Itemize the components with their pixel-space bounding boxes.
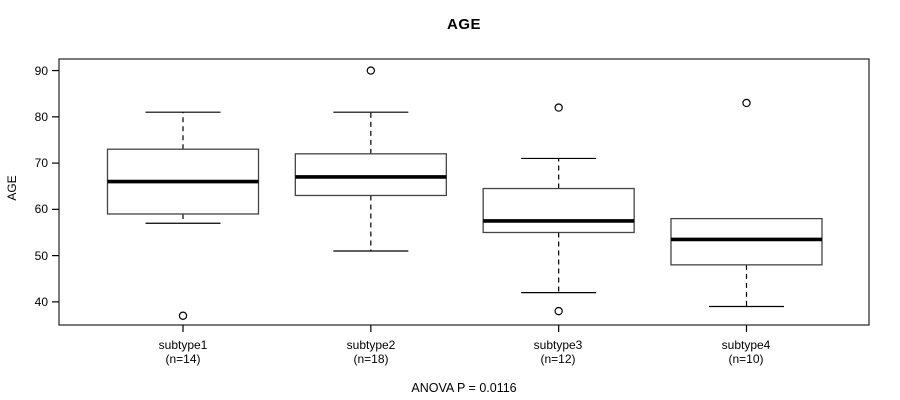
- iqr-box-subtype3: [482, 187, 635, 234]
- category-name: subtype4: [721, 338, 771, 352]
- y-tick-label-40: 40: [34, 295, 48, 309]
- iqr-box-subtype4: [670, 217, 823, 266]
- category-n: (n=14): [165, 351, 201, 366]
- x-category-label-subtype1: subtype1 (n=14): [103, 338, 263, 366]
- outlier-point-subtype3: [554, 103, 563, 112]
- outlier-point-subtype2: [366, 66, 376, 75]
- outlier-point-subtype4: [742, 98, 751, 108]
- x-category-label-subtype2: subtype2 (n=18): [291, 338, 451, 366]
- outlier-point-subtype3: [554, 306, 563, 316]
- category-n: (n=12): [540, 351, 576, 366]
- x-category-label-subtype3: subtype3 (n=12): [478, 338, 638, 366]
- category-name: subtype2: [346, 338, 396, 352]
- chart-title: AGE: [446, 16, 481, 33]
- y-tick-label-70: 70: [34, 156, 48, 170]
- y-tick-label-50: 50: [34, 249, 48, 263]
- category-name: subtype3: [533, 338, 583, 352]
- y-axis-label: AGE: [5, 175, 19, 201]
- y-tick-label-90: 90: [34, 64, 48, 78]
- anova-p-value-text: ANOVA P = 0.0116: [411, 381, 517, 395]
- y-tick-label-80: 80: [34, 110, 48, 124]
- category-n: (n=18): [353, 351, 389, 366]
- x-category-label-subtype4: subtype4 (n=10): [666, 338, 826, 366]
- plot-border: [58, 58, 870, 326]
- category-name: subtype1: [158, 338, 208, 352]
- iqr-box-subtype2: [294, 153, 447, 197]
- outlier-point-subtype1: [178, 311, 188, 320]
- y-tick-label-60: 60: [34, 202, 48, 216]
- category-n: (n=10): [728, 351, 764, 366]
